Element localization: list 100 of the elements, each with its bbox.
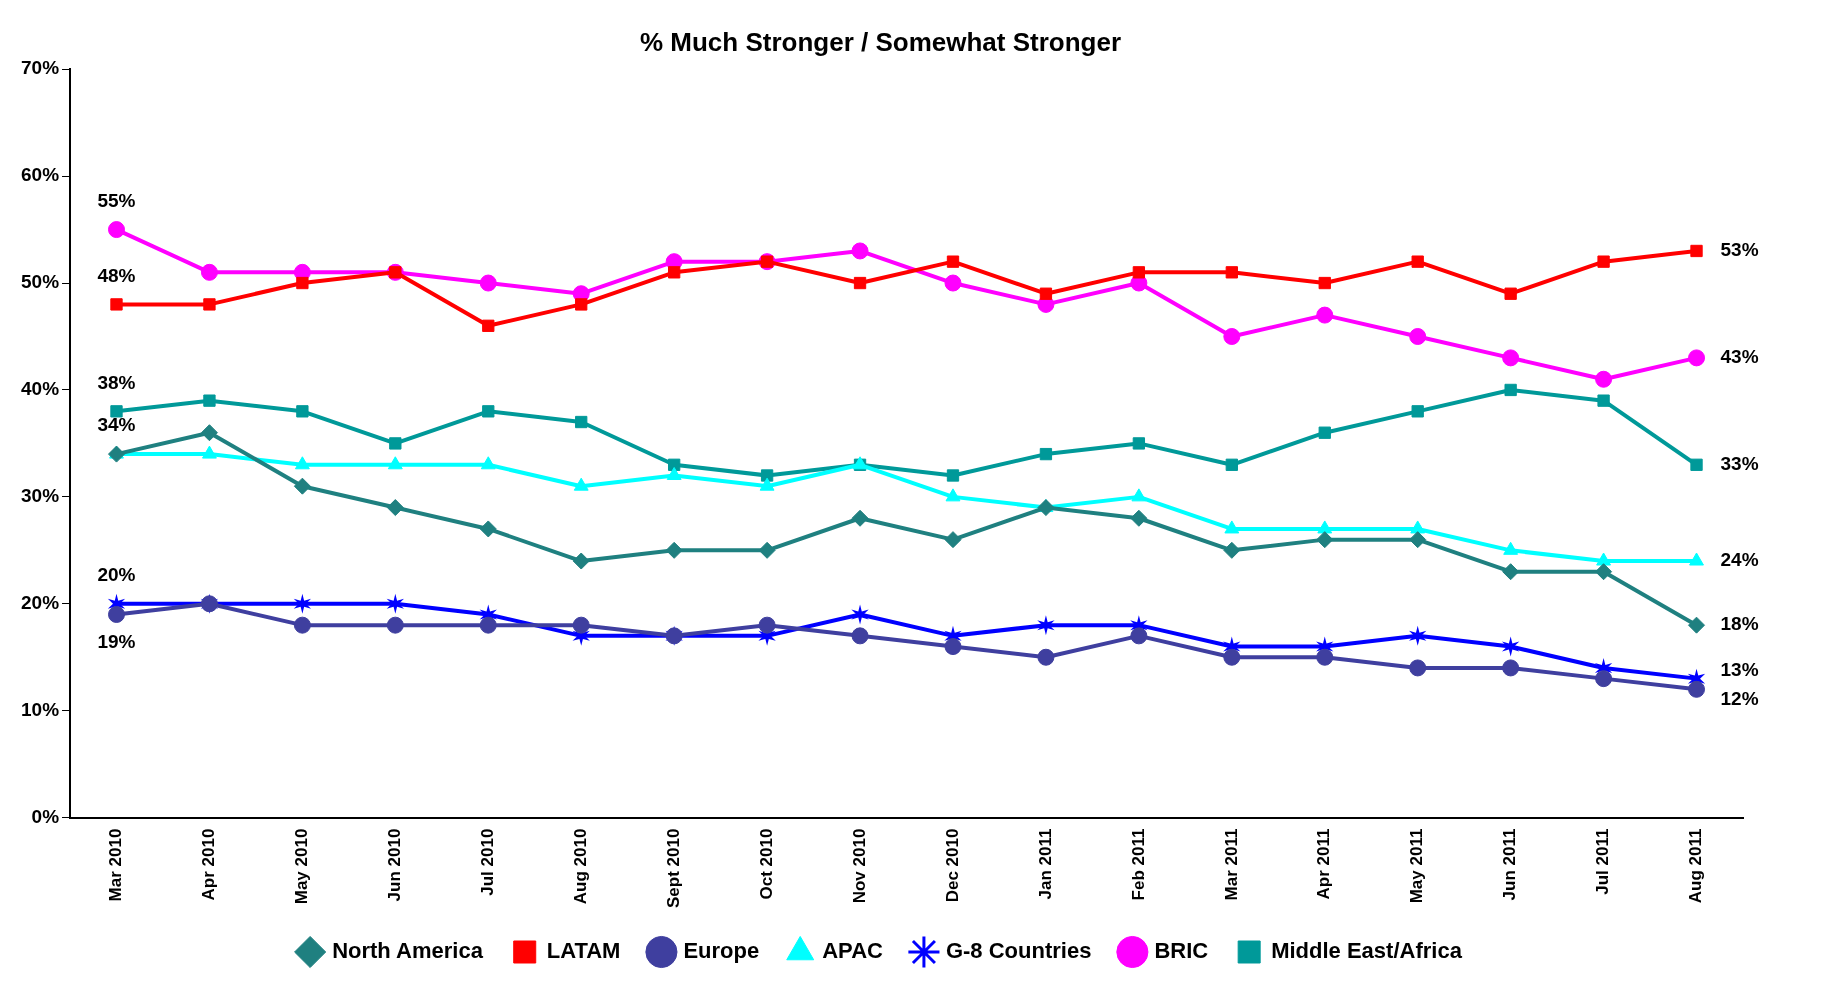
point [293, 616, 311, 634]
point [851, 242, 869, 260]
x-tick-label: Apr 2011 [1314, 828, 1334, 900]
point [1130, 509, 1148, 527]
point [296, 405, 309, 418]
x-tick-label: Nov 2010 [849, 828, 869, 904]
point [479, 274, 497, 292]
legend-label: Middle East/Africa [1271, 938, 1463, 964]
point [1502, 659, 1520, 677]
point [203, 394, 216, 407]
data-label: 12% [1720, 687, 1759, 709]
point [1037, 499, 1055, 517]
point [1409, 531, 1427, 549]
x-tick-label: Jun 2011 [1500, 828, 1520, 901]
y-tick-label: 40% [21, 378, 60, 400]
point [668, 458, 681, 471]
point [1409, 625, 1427, 646]
point [1223, 541, 1241, 559]
point [389, 437, 402, 450]
data-label: 48% [97, 264, 136, 286]
legend-label: APAC [822, 938, 884, 964]
y-tick-label: 20% [21, 592, 60, 614]
data-label: 34% [97, 414, 136, 436]
point [1409, 659, 1427, 677]
point [1597, 255, 1610, 268]
point [1690, 244, 1703, 258]
point [110, 298, 123, 311]
x-tick-label: Jun 2010 [385, 828, 405, 902]
point [1595, 370, 1613, 388]
point [1039, 447, 1053, 461]
chart-title: % Much Stronger / Somewhat Stronger [639, 26, 1122, 57]
y-tick-label: 70% [21, 57, 60, 79]
point [386, 499, 404, 517]
point [1411, 405, 1424, 418]
data-label: 24% [1720, 549, 1759, 571]
point [1688, 349, 1706, 367]
point [293, 593, 312, 614]
point [387, 456, 403, 470]
point [1316, 648, 1334, 666]
point [1502, 563, 1520, 581]
point [575, 415, 588, 429]
point [1225, 458, 1238, 471]
x-tick-label: Jul 2011 [1593, 828, 1613, 895]
point [1224, 520, 1240, 534]
point [482, 319, 495, 332]
point [944, 531, 962, 549]
point [1597, 394, 1610, 407]
x-tick-label: Mar 2011 [1221, 828, 1241, 901]
x-tick-label: May 2011 [1407, 828, 1427, 904]
point [1316, 531, 1334, 549]
point [1409, 327, 1427, 345]
point [851, 604, 869, 625]
point [1689, 552, 1704, 566]
point [759, 477, 775, 491]
x-tick-label: Oct 2010 [756, 828, 776, 900]
point [203, 298, 216, 311]
point [1595, 670, 1613, 688]
point [479, 616, 497, 634]
point [1318, 276, 1331, 290]
point [479, 520, 497, 538]
x-tick-label: Jan 2011 [1035, 828, 1055, 900]
point [293, 477, 311, 495]
point [1596, 552, 1612, 566]
data-label: 20% [97, 564, 136, 586]
point [108, 445, 125, 463]
point [1131, 488, 1147, 502]
x-tick-label: Mar 2010 [106, 828, 126, 902]
point [946, 255, 960, 268]
point [1410, 520, 1426, 534]
point [760, 469, 774, 482]
point [1130, 627, 1148, 645]
point [108, 605, 125, 623]
legend-label: LATAM [546, 938, 621, 964]
legend-label: G-8 Countries [945, 938, 1092, 964]
point [758, 541, 776, 559]
point [758, 616, 776, 634]
y-tick-label: 50% [21, 271, 60, 293]
data-label: 43% [1720, 346, 1759, 368]
point [1037, 648, 1055, 666]
data-label: 13% [1720, 658, 1759, 680]
point [1502, 349, 1520, 367]
point [944, 274, 962, 292]
y-tick-label: 60% [21, 164, 60, 186]
point [1318, 426, 1331, 439]
point [1225, 266, 1238, 279]
point [573, 477, 589, 491]
point [1316, 306, 1334, 324]
x-tick-label: Feb 2011 [1128, 828, 1148, 901]
point [1504, 287, 1517, 300]
x-tick-label: Sept 2010 [663, 828, 683, 909]
data-label: 19% [97, 630, 136, 652]
x-tick-label: Aug 2011 [1686, 828, 1706, 904]
point [294, 456, 310, 470]
point [1132, 437, 1146, 450]
point [572, 616, 590, 634]
legend-label: BRIC [1154, 938, 1209, 964]
data-label: 33% [1720, 453, 1759, 475]
point [1039, 287, 1053, 300]
point [1223, 327, 1241, 345]
data-label: 38% [97, 371, 136, 393]
